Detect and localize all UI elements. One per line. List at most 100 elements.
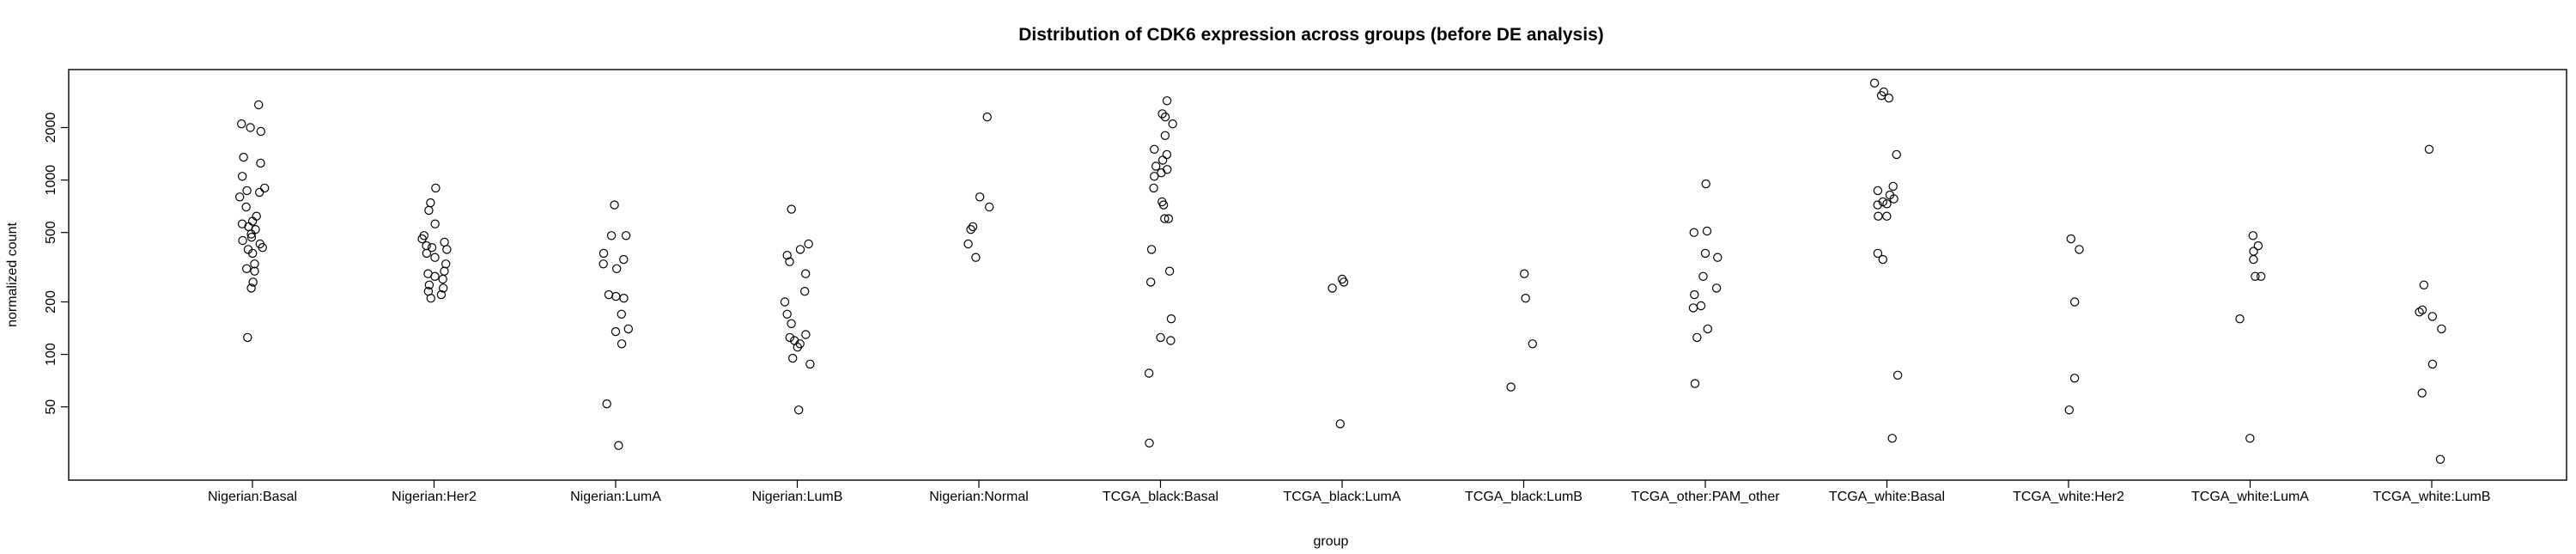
data-point [1144,368,1154,378]
data-point [1869,78,1880,88]
data-point [239,152,248,162]
data-point [2427,312,2437,321]
data-point [1690,289,1699,300]
data-point [982,112,992,122]
data-point [2251,271,2260,281]
data-point [2437,324,2446,334]
data-point [1878,254,1887,265]
data-point [2245,434,2255,443]
data-point [439,283,448,293]
data-point [238,172,247,181]
data-point [422,248,432,259]
data-point [1150,172,1159,181]
data-point [1692,332,1702,343]
x-tick-label: Nigerian:Normal [929,490,1029,504]
data-point [614,441,623,450]
data-point [1698,271,1708,281]
data-point [1889,194,1899,204]
data-point [1163,214,1174,223]
x-tick-label: TCGA_black:LumA [1284,490,1401,504]
data-point [1874,211,1883,221]
data-point [1150,144,1159,154]
data-point [252,211,261,221]
data-point [258,243,267,253]
data-point [1339,277,1349,287]
data-point [788,353,798,363]
data-point [1162,96,1172,106]
data-point [2249,247,2258,256]
data-point [785,332,795,343]
data-point [1521,294,1530,303]
data-point [1882,211,1892,221]
data-point [1149,183,1158,193]
data-point [442,245,452,254]
x-tick-label: TCGA_white:Basal [1829,490,1945,504]
data-point [782,309,792,319]
data-point [440,266,449,276]
y-tick-label: 500 [44,221,58,244]
data-point [2417,305,2427,314]
y-tick-label: 100 [44,343,58,366]
data-point [1157,167,1166,178]
x-tick-label: Nigerian:Basal [208,490,297,504]
data-point [246,283,256,293]
data-point [1700,248,1710,259]
data-point [1882,199,1892,209]
data-point [795,245,805,254]
data-point [426,294,435,303]
data-point [2075,245,2084,254]
data-point [619,254,629,265]
data-point [2066,234,2075,244]
data-point [426,198,435,208]
data-point [2427,359,2438,369]
data-point [427,243,437,253]
data-point [617,339,627,349]
data-point [801,269,811,278]
data-point [424,280,434,289]
data-point [2064,405,2074,415]
data-point [1873,248,1883,259]
data-point [256,158,265,168]
data-point [237,119,246,129]
data-point [251,225,260,234]
data-point [438,274,447,284]
data-point [255,187,264,198]
data-point [617,309,627,319]
data-point [1878,197,1887,207]
data-point [1690,379,1700,388]
data-point [1335,419,1346,429]
y-tick-label: 200 [44,290,58,314]
data-point [235,192,245,202]
data-point [780,297,790,307]
data-point [242,264,252,273]
data-point [1166,314,1176,324]
data-point [2415,307,2424,317]
data-point [1873,186,1883,196]
y-axis-label: normalized count [5,222,20,327]
data-point [1888,181,1898,192]
data-point [801,330,811,339]
data-point [1702,226,1712,236]
data-point [1146,245,1157,254]
data-point [1160,131,1170,140]
data-point [2419,280,2429,289]
data-point [619,294,629,303]
data-point [1160,214,1170,223]
data-point [1696,301,1706,311]
data-point [260,183,270,193]
data-point [598,259,608,269]
data-point [424,205,434,216]
data-point [1528,339,1538,349]
data-point [1703,324,1713,334]
data-point [1168,119,1177,129]
data-point [247,216,258,226]
data-point [243,332,252,343]
data-point [800,287,810,296]
data-point [787,204,796,214]
data-point [1519,269,1529,278]
data-point [1158,200,1169,210]
x-tick-label: Nigerian:Her2 [392,490,477,504]
data-point [606,231,617,240]
data-point [1157,155,1168,165]
data-point [794,405,804,415]
